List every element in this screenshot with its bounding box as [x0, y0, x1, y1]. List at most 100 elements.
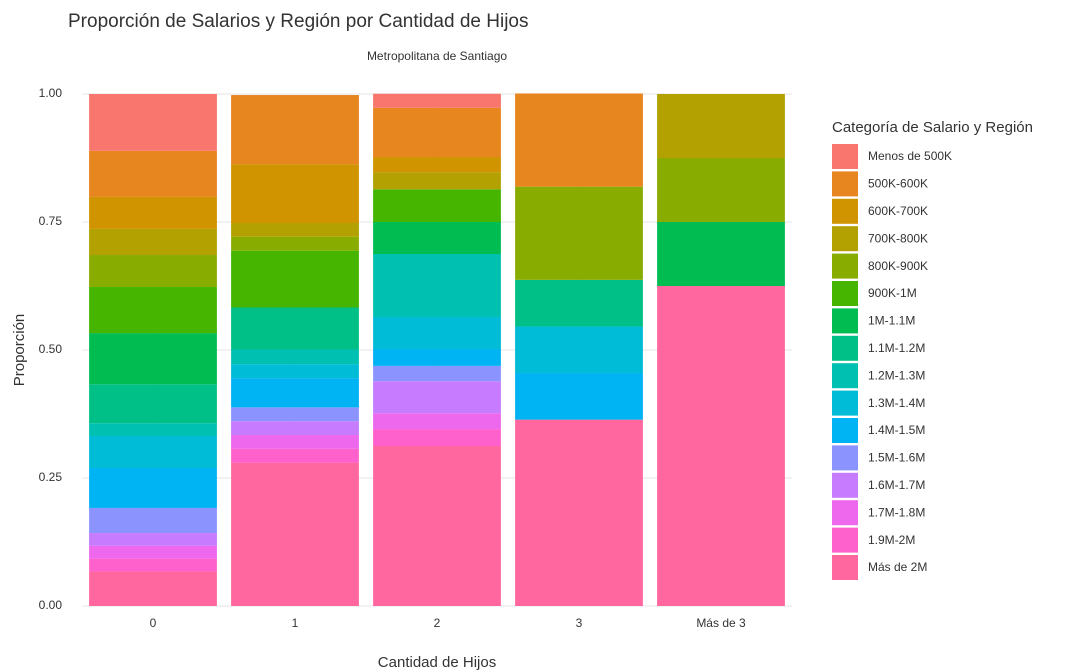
bar-segment [89, 333, 217, 385]
legend-label: 700K-800K [868, 231, 928, 245]
legend-key [832, 198, 858, 224]
chart-subtitle: Metropolitana de Santiago [367, 49, 507, 63]
legend-key [832, 253, 858, 279]
legend-key [832, 308, 858, 334]
bar-segment [231, 434, 359, 449]
legend-label: 900K-1M [868, 286, 917, 300]
legend-key [832, 363, 858, 389]
bar-segment [373, 189, 501, 222]
bar-segment [657, 94, 785, 158]
legend-label: 1.9M-2M [868, 533, 915, 547]
legend-label: 1.2M-1.3M [868, 368, 925, 382]
y-tick-label: 0.00 [39, 598, 63, 612]
bar-segment [231, 448, 359, 463]
x-tick-label: 2 [434, 616, 441, 630]
legend-label: 1M-1.1M [868, 314, 915, 328]
y-tick-label: 0.50 [39, 342, 63, 356]
legend-key [832, 472, 858, 498]
legend-label: Menos de 500K [868, 149, 952, 163]
bar-segment [515, 93, 643, 187]
bar-segment [89, 196, 217, 229]
bar-segment [89, 545, 217, 559]
bar-segment [373, 381, 501, 414]
bar-segment [373, 172, 501, 190]
bar-segment [89, 558, 217, 572]
legend-title: Categoría de Salario y Región [832, 119, 1033, 136]
bar-segment [231, 364, 359, 379]
bar-segment [89, 255, 217, 288]
bar-segment [373, 446, 501, 606]
bar-segment [373, 93, 501, 108]
bar-segment [373, 316, 501, 349]
bar-segment [657, 222, 785, 286]
legend-label: 1.4M-1.5M [868, 423, 925, 437]
legend-key [832, 281, 858, 306]
bar-segment [373, 429, 501, 446]
legend-key [832, 171, 858, 197]
x-tick-label: 0 [150, 616, 157, 630]
bar-segment [231, 95, 359, 165]
bar-segment [373, 107, 501, 157]
legend-key [832, 335, 858, 361]
bar-segment [657, 158, 785, 222]
x-axis-label: Cantidad de Hijos [378, 654, 496, 671]
legend-key [832, 527, 858, 553]
bar-segment [231, 307, 359, 350]
bar-segment [373, 348, 501, 366]
legend-key [832, 555, 858, 580]
bar-segment [231, 462, 359, 606]
chart-title: Proporción de Salarios y Región por Cant… [68, 11, 528, 32]
bar-segment [373, 365, 501, 382]
x-tick-label: 3 [576, 616, 583, 630]
bar-segment [89, 468, 217, 508]
bar-segment [515, 186, 643, 280]
bar-segment [89, 436, 217, 469]
y-tick-label: 0.25 [39, 470, 63, 484]
legend-key [832, 390, 858, 416]
legend-label: 1.7M-1.8M [868, 505, 925, 519]
bar-segment [89, 533, 217, 546]
legend-key [832, 226, 858, 252]
legend-label: 1.6M-1.7M [868, 478, 925, 492]
bar-segment [231, 236, 359, 251]
legend-label: Más de 2M [868, 560, 927, 574]
legend-label: 800K-900K [868, 259, 928, 273]
bar-segment [89, 228, 217, 256]
bar-segment [231, 250, 359, 308]
y-tick-label: 0.75 [39, 214, 63, 228]
legend-key [832, 144, 858, 169]
x-tick-label: Más de 3 [696, 616, 746, 630]
bar-segment [231, 349, 359, 365]
bar-segment [89, 571, 217, 606]
legend-label: 1.3M-1.4M [868, 396, 925, 410]
bar-segment [373, 222, 501, 254]
bar-segment [89, 287, 217, 334]
bar-segment [373, 413, 501, 430]
legend-label: 1.1M-1.2M [868, 341, 925, 355]
bar-segment [89, 423, 217, 437]
bar-segment [515, 373, 643, 420]
legend-key [832, 418, 858, 443]
bar-segment [231, 378, 359, 408]
bar-segment [231, 407, 359, 422]
bar-segment [89, 507, 217, 534]
bar-segment [231, 164, 359, 224]
legend-label: 600K-700K [868, 204, 928, 218]
bar-segment [515, 279, 643, 327]
legend-label: 500K-600K [868, 177, 928, 191]
bar-segment [515, 419, 643, 606]
bar-segment [89, 94, 217, 151]
bar-segment [231, 421, 359, 435]
bar-segment [373, 156, 501, 173]
y-axis-label: Proporción [11, 314, 28, 387]
legend-key [832, 445, 858, 471]
bar-segment [231, 223, 359, 237]
bar-segment [657, 286, 785, 606]
legend-key [832, 500, 858, 526]
bar-segment [89, 384, 217, 424]
y-tick-label: 1.00 [39, 86, 63, 100]
bar-segment [373, 254, 501, 317]
bar-segment [89, 150, 217, 197]
bar-segment [515, 326, 643, 374]
